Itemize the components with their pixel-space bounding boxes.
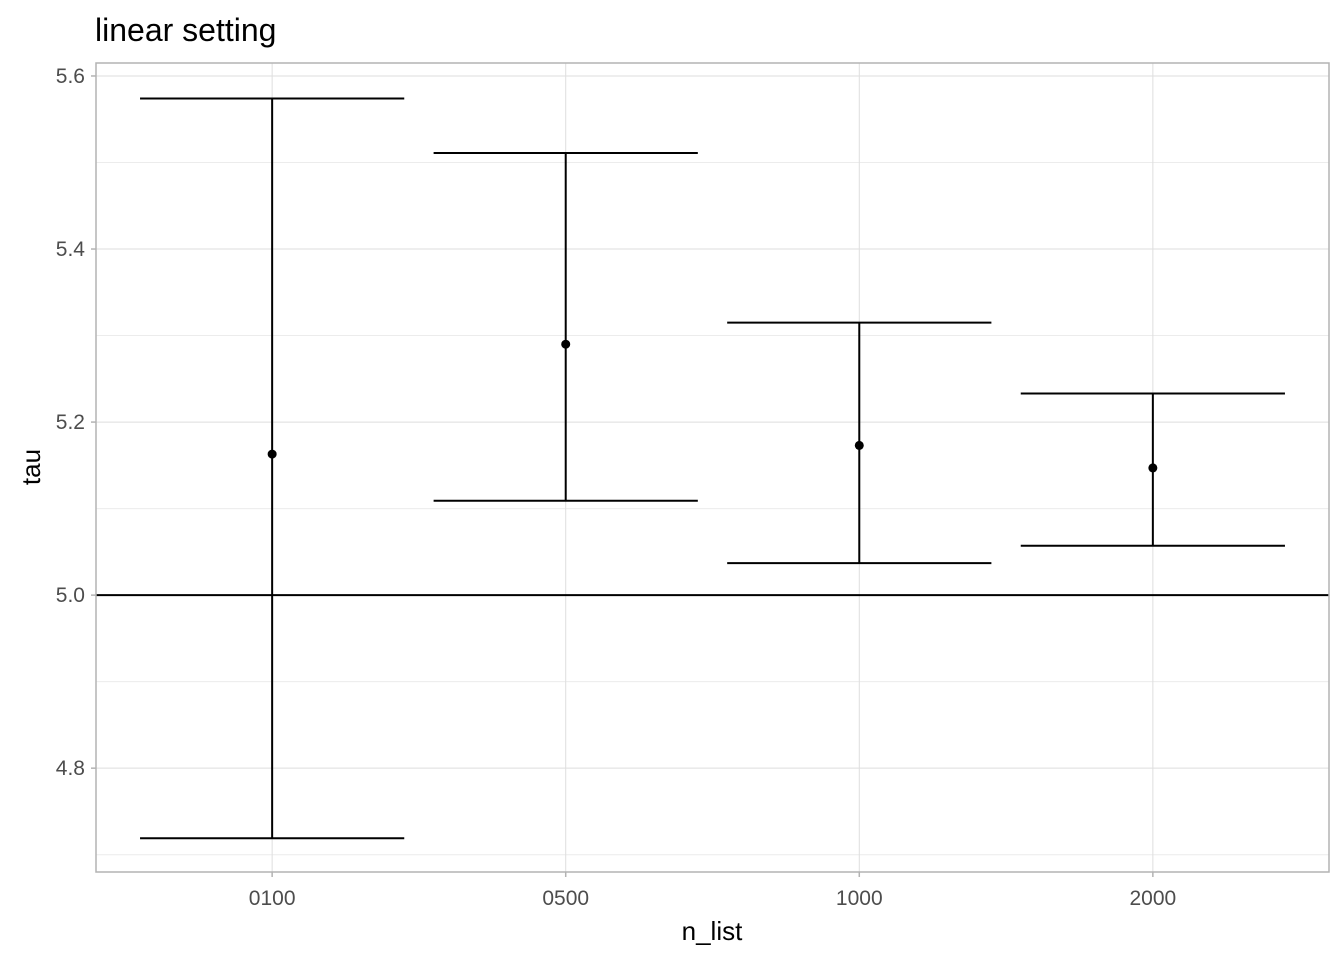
y-axis-ticks: 4.8 5.0 5.2 5.4 5.6 (56, 65, 96, 780)
x-tick-label: 0100 (249, 887, 296, 910)
panel-border (95, 62, 1330, 873)
y-tick-label: 5.6 (56, 65, 85, 88)
grid (96, 63, 1329, 872)
estimate-point (561, 339, 571, 349)
estimate-point (854, 440, 864, 450)
x-tick-label: 0500 (542, 887, 589, 910)
y-tick-label: 4.8 (56, 757, 85, 780)
y-tick-label: 5.4 (56, 238, 86, 261)
error-bar-0500 (433, 151, 698, 502)
x-axis-ticks: 0100 0500 1000 2000 (249, 872, 1176, 910)
x-tick-label: 1000 (836, 887, 883, 910)
chart-title: linear setting (95, 12, 276, 48)
y-axis-title: tau (16, 449, 46, 485)
error-bar-1000 (727, 321, 992, 565)
estimate-point (267, 449, 277, 459)
x-axis-title: n_list (682, 916, 743, 946)
error-bar-2000 (1020, 392, 1285, 547)
error-bar-0100 (140, 97, 405, 840)
y-tick-label: 5.0 (56, 584, 85, 607)
estimate-point (1148, 463, 1158, 473)
x-tick-label: 2000 (1129, 887, 1176, 910)
y-tick-label: 5.2 (56, 411, 85, 434)
error-bars (140, 97, 1285, 840)
